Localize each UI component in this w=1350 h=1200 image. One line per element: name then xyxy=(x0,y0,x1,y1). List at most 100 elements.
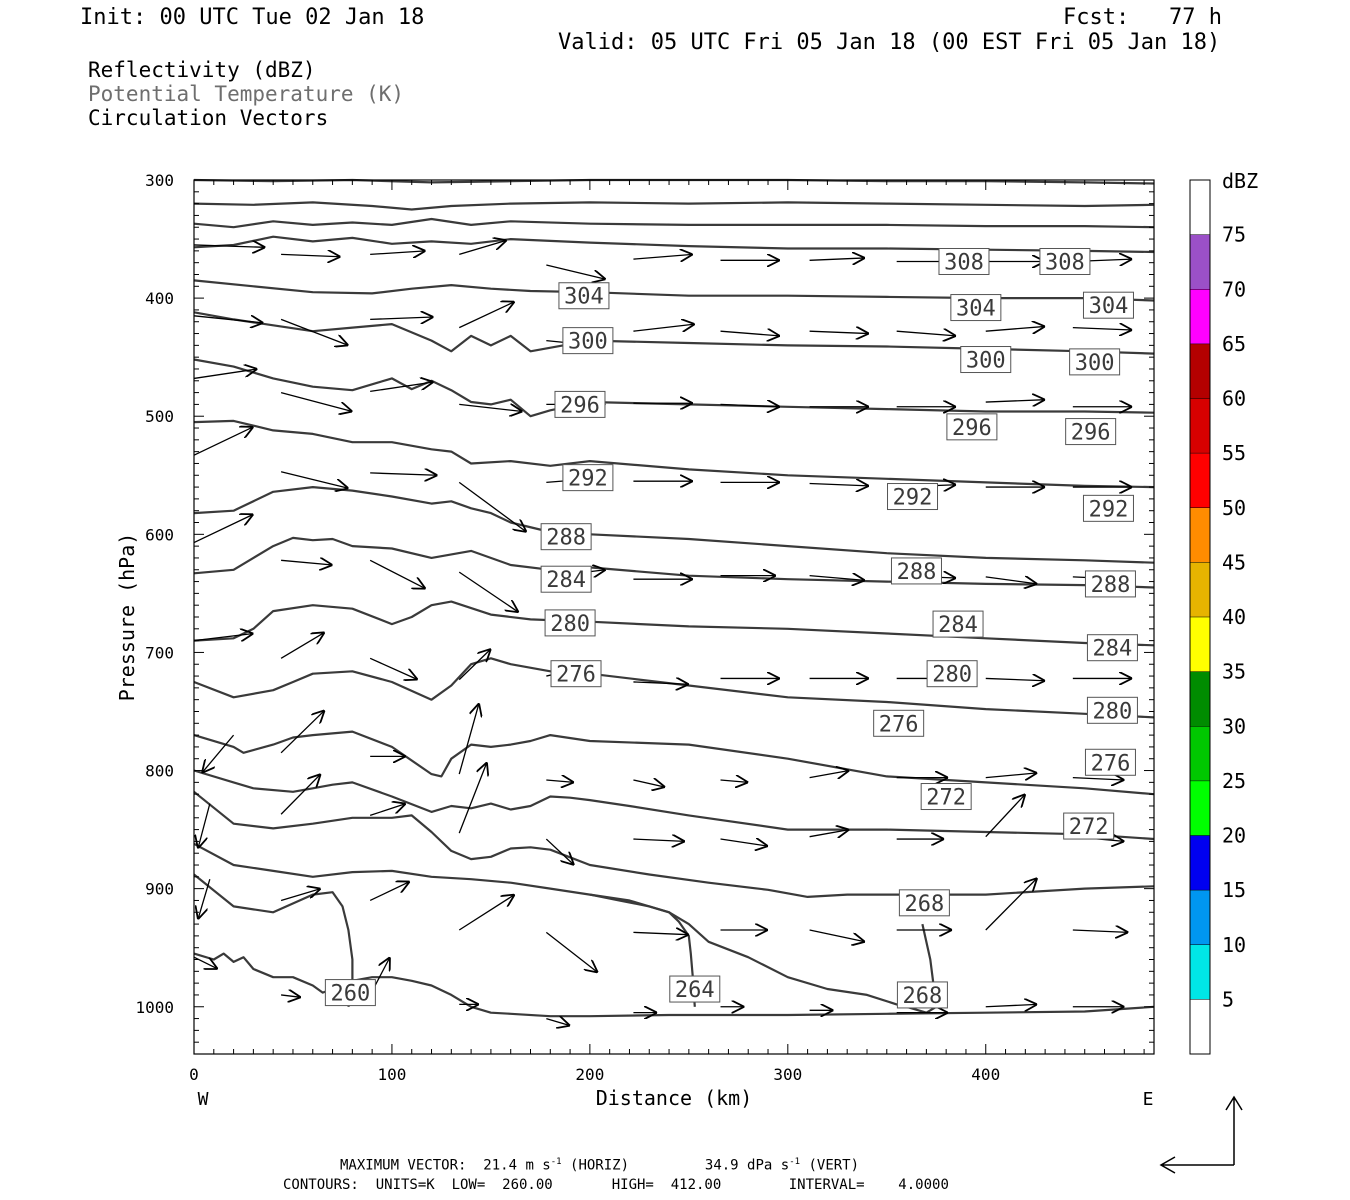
colorbar-level-label: 70 xyxy=(1222,277,1246,301)
circulation-vector xyxy=(896,331,956,336)
x-tick-label: 200 xyxy=(575,1065,604,1084)
colorbar-swatch xyxy=(1190,507,1210,563)
y-tick-label: 800 xyxy=(145,762,174,781)
circulation-vector xyxy=(281,254,340,256)
contour-label-box xyxy=(887,483,939,511)
contour-line xyxy=(193,235,1155,254)
circulation-vector xyxy=(985,1004,1037,1006)
contour-label: 284 xyxy=(932,610,984,638)
circulation-vector xyxy=(459,240,507,256)
colorbar-swatch xyxy=(1190,234,1210,290)
colorbar-swatch xyxy=(1190,343,1210,399)
colorbar-swatch xyxy=(1190,835,1210,891)
contour-label: 292 xyxy=(562,464,614,492)
contour-label-text: 284 xyxy=(1093,637,1133,662)
contour-label-text: 260 xyxy=(330,982,370,1007)
circulation-vector xyxy=(1072,328,1132,330)
contour-label-text: 284 xyxy=(546,568,586,593)
y-tick-label: 1000 xyxy=(135,998,174,1017)
legend-circulation-vectors: Circulation Vectors xyxy=(88,106,329,130)
axis-labels: Distance (km) Pressure (hPa) W E xyxy=(115,533,1153,1110)
circulation-vector xyxy=(546,264,605,279)
contour-line xyxy=(193,730,1155,796)
circulation-vector xyxy=(193,634,253,641)
x-tick-label: 300 xyxy=(773,1065,802,1084)
circulation-vector xyxy=(369,882,410,902)
vert-exponent: -1 xyxy=(789,1157,801,1167)
circulation-vector xyxy=(280,774,321,815)
contour-label: 288 xyxy=(890,557,942,585)
circulation-vector xyxy=(280,391,352,412)
contour-label-text: 280 xyxy=(932,663,972,688)
colorbar-level-label: 20 xyxy=(1222,824,1246,848)
x-tick-label: 100 xyxy=(377,1065,406,1084)
contour-label-box xyxy=(558,282,610,310)
contour-label-text: 276 xyxy=(879,712,919,737)
contour-label: 272 xyxy=(920,783,972,811)
forecast-hour: Fcst: 77 h xyxy=(1063,5,1222,30)
contour-label-box xyxy=(898,889,950,917)
circulation-vector xyxy=(985,878,1037,931)
circulation-vector xyxy=(720,839,769,846)
circulation-vector xyxy=(370,317,433,319)
circulation-vector xyxy=(809,484,869,486)
circulation-vector xyxy=(369,559,425,588)
colorbar-level-label: 55 xyxy=(1222,441,1246,465)
colorbar-level-label: 75 xyxy=(1222,223,1246,247)
contour-label-box xyxy=(896,981,948,1009)
contour-label-text: 276 xyxy=(556,663,596,688)
colorbar-level-label: 5 xyxy=(1222,987,1234,1011)
y-tick-label: 500 xyxy=(145,407,174,426)
colorbar-swatch xyxy=(1190,453,1210,508)
contour-line xyxy=(193,358,1155,418)
circulation-vector xyxy=(370,251,425,255)
circulation-vector xyxy=(198,803,211,849)
vert-vector-value: 34.9 dPa s xyxy=(704,1157,790,1174)
contour-line xyxy=(193,217,1155,229)
y-tick-label: 400 xyxy=(145,289,174,308)
contour-label-box xyxy=(1065,418,1117,446)
contour-label-text: 296 xyxy=(952,416,992,441)
contour-label-box xyxy=(1086,696,1138,724)
contour-label-box xyxy=(950,294,1002,322)
circulation-vector xyxy=(633,780,665,787)
contour-label: 308 xyxy=(1039,247,1091,275)
circulation-vector xyxy=(809,771,850,778)
contour-label-text: 280 xyxy=(550,612,590,637)
colorbar-swatch xyxy=(1190,398,1210,454)
contour-label-box xyxy=(324,979,376,1007)
circulation-vector xyxy=(370,473,437,475)
colorbar-level-label: 40 xyxy=(1222,605,1246,629)
colorbar-level-label: 15 xyxy=(1222,878,1246,902)
contour-label: 300 xyxy=(562,327,614,355)
contour-label-box xyxy=(1086,634,1138,662)
circulation-vector xyxy=(546,780,574,782)
max-vector-line: MAXIMUM VECTOR: 21.4 m s-1 (HORIZ) 34.9 … xyxy=(340,1157,859,1174)
circulation-vector xyxy=(633,839,684,841)
contour-label-box xyxy=(554,390,606,418)
circulation-vector xyxy=(985,794,1026,838)
circulation-vector xyxy=(193,427,253,456)
axis-ticks: 300 400 500 600 700 800 900 1000 0 100 200 300 400 xyxy=(135,171,1154,1084)
contour-label-box xyxy=(1039,247,1091,275)
circulation-vector xyxy=(281,995,301,997)
colorbar-level-label: 65 xyxy=(1222,332,1246,356)
colorbar-level-label: 60 xyxy=(1222,387,1246,411)
circulation-vector xyxy=(280,710,325,754)
y-tick-label: 300 xyxy=(145,171,174,190)
circulation-vector xyxy=(193,245,265,247)
colorbar-level-label: 25 xyxy=(1222,769,1246,793)
contour-label-text: 292 xyxy=(568,467,608,492)
contour-label-text: 284 xyxy=(938,613,978,638)
circulation-vector xyxy=(985,678,1045,680)
contour-label: 300 xyxy=(960,346,1012,374)
colorbar: 5 10 15 20 25 30 35 40 45 50 55 60 65 70 75 dBZ xyxy=(1189,169,1258,1055)
contour-label-box xyxy=(890,557,942,585)
circulation-vector xyxy=(809,830,850,837)
circulation-vector xyxy=(985,400,1045,402)
contour-label-text: 308 xyxy=(944,250,984,275)
contour-label-text: 300 xyxy=(1075,351,1115,376)
contour-line xyxy=(589,893,696,1007)
contours-info: CONTOURS: UNITS=K LOW= 260.00 HIGH= 412.… xyxy=(283,1177,949,1193)
circulation-vector xyxy=(985,577,1037,584)
